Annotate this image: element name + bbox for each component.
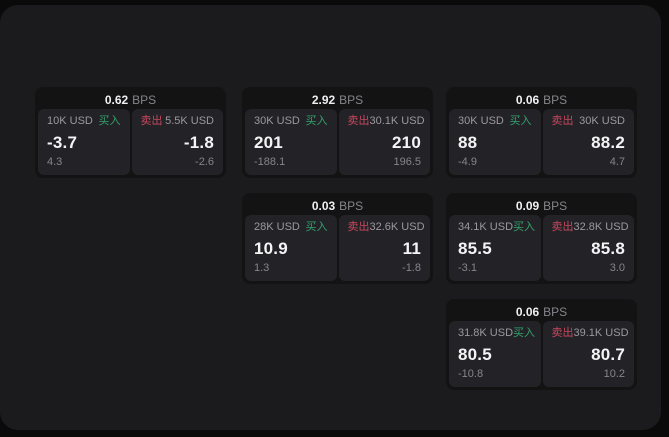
buy-size: 30K USD bbox=[458, 115, 504, 127]
buy-quote-tile[interactable]: 30K USD 买入 201 -188.1 bbox=[245, 109, 337, 175]
sell-price: 88.2 bbox=[591, 132, 625, 152]
buy-side-label: 买入 bbox=[98, 115, 121, 127]
spread-value: 0.06 bbox=[515, 92, 540, 107]
quote-card-6: 0.06 BPS 31.8K USD 买入 80.5 -10.8 卖出 39.1… bbox=[446, 299, 637, 390]
quote-card-2: 2.92 BPS 30K USD 买入 201 -188.1 卖出 30.1K … bbox=[242, 87, 433, 178]
buy-price: -3.7 bbox=[47, 132, 78, 152]
spread-unit-label: BPS bbox=[543, 92, 568, 107]
buy-price: 80.5 bbox=[458, 344, 492, 364]
spread-header: 0.06 BPS bbox=[449, 90, 634, 109]
spread-unit-label: BPS bbox=[339, 198, 364, 213]
spread-header: 0.62 BPS bbox=[38, 90, 223, 109]
sell-quote-tile[interactable]: 卖出 30K USD 88.2 4.7 bbox=[542, 109, 634, 175]
sell-side-label: 卖出 bbox=[140, 115, 163, 127]
buy-size: 28K USD bbox=[254, 221, 300, 233]
sell-side-label: 卖出 bbox=[551, 221, 574, 233]
sell-quote-tile[interactable]: 卖出 30.1K USD 210 196.5 bbox=[338, 109, 430, 175]
sell-side-label: 卖出 bbox=[347, 221, 370, 233]
buy-quote-tile[interactable]: 28K USD 买入 10.9 1.3 bbox=[245, 215, 337, 281]
spread-unit-label: BPS bbox=[543, 304, 568, 319]
buy-delta: -4.9 bbox=[458, 156, 477, 168]
sell-quote-tile[interactable]: 卖出 5.5K USD -1.8 -2.6 bbox=[131, 109, 223, 175]
sell-side-label: 卖出 bbox=[347, 115, 370, 127]
quote-card-4: 0.03 BPS 28K USD 买入 10.9 1.3 卖出 32.6K US… bbox=[242, 193, 433, 284]
buy-price: 201 bbox=[254, 132, 283, 152]
sell-price: -1.8 bbox=[183, 132, 214, 152]
spread-unit-label: BPS bbox=[339, 92, 364, 107]
quote-card-5: 0.09 BPS 34.1K USD 买入 85.5 -3.1 卖出 32.8K… bbox=[446, 193, 637, 284]
buy-delta: -10.8 bbox=[458, 368, 484, 380]
spread-header: 0.03 BPS bbox=[245, 196, 430, 215]
spread-value: 2.92 bbox=[311, 92, 336, 107]
buy-side-label: 买入 bbox=[513, 327, 536, 339]
sell-price: 210 bbox=[392, 132, 421, 152]
sell-price: 11 bbox=[402, 238, 421, 258]
sell-quote-tile[interactable]: 卖出 39.1K USD 80.7 10.2 bbox=[542, 321, 634, 387]
spread-value: 0.03 bbox=[311, 198, 336, 213]
buy-quote-tile[interactable]: 30K USD 买入 88 -4.9 bbox=[449, 109, 541, 175]
sell-size: 39.1K USD bbox=[573, 327, 629, 339]
buy-price: 10.9 bbox=[254, 238, 288, 258]
buy-quote-tile[interactable]: 10K USD 买入 -3.7 4.3 bbox=[38, 109, 130, 175]
spread-header: 0.06 BPS bbox=[449, 302, 634, 321]
buy-delta: 4.3 bbox=[47, 156, 63, 168]
buy-price: 85.5 bbox=[458, 238, 492, 258]
sell-size: 32.8K USD bbox=[573, 221, 629, 233]
sell-delta: 10.2 bbox=[603, 368, 625, 380]
buy-side-label: 买入 bbox=[305, 221, 328, 233]
buy-quote-tile[interactable]: 31.8K USD 买入 80.5 -10.8 bbox=[449, 321, 541, 387]
sell-delta: -1.8 bbox=[402, 262, 421, 274]
sell-quote-tile[interactable]: 卖出 32.6K USD 11 -1.8 bbox=[338, 215, 430, 281]
sell-delta: 3.0 bbox=[609, 262, 625, 274]
sell-size: 32.6K USD bbox=[369, 221, 425, 233]
quote-card-1: 0.62 BPS 10K USD 买入 -3.7 4.3 卖出 5.5K USD bbox=[35, 87, 226, 178]
sell-price: 85.8 bbox=[591, 238, 625, 258]
buy-delta: -188.1 bbox=[254, 156, 286, 168]
spread-unit-label: BPS bbox=[543, 198, 568, 213]
buy-price: 88 bbox=[458, 132, 478, 152]
sell-side-label: 卖出 bbox=[551, 327, 574, 339]
buy-quote-tile[interactable]: 34.1K USD 买入 85.5 -3.1 bbox=[449, 215, 541, 281]
buy-size: 31.8K USD bbox=[458, 327, 514, 339]
spread-unit-label: BPS bbox=[132, 92, 157, 107]
spread-value: 0.62 bbox=[104, 92, 129, 107]
buy-size: 30K USD bbox=[254, 115, 300, 127]
buy-delta: -3.1 bbox=[458, 262, 477, 274]
sell-delta: -2.6 bbox=[195, 156, 214, 168]
sell-delta: 4.7 bbox=[609, 156, 625, 168]
sell-price: 80.7 bbox=[591, 344, 625, 364]
spread-header: 2.92 BPS bbox=[245, 90, 430, 109]
buy-size: 10K USD bbox=[47, 115, 93, 127]
buy-side-label: 买入 bbox=[513, 221, 536, 233]
buy-size: 34.1K USD bbox=[458, 221, 514, 233]
spread-value: 0.09 bbox=[515, 198, 540, 213]
sell-size: 30.1K USD bbox=[369, 115, 425, 127]
quote-card-3: 0.06 BPS 30K USD 买入 88 -4.9 卖出 30K USD bbox=[446, 87, 637, 178]
sell-size: 5.5K USD bbox=[165, 115, 214, 127]
sell-delta: 196.5 bbox=[393, 156, 421, 168]
sell-quote-tile[interactable]: 卖出 32.8K USD 85.8 3.0 bbox=[542, 215, 634, 281]
spread-value: 0.06 bbox=[515, 304, 540, 319]
buy-delta: 1.3 bbox=[254, 262, 270, 274]
quotes-panel: 0.62 BPS 10K USD 买入 -3.7 4.3 卖出 5.5K USD bbox=[0, 5, 661, 430]
sell-size: 30K USD bbox=[579, 115, 625, 127]
sell-side-label: 卖出 bbox=[551, 115, 574, 127]
buy-side-label: 买入 bbox=[305, 115, 328, 127]
spread-header: 0.09 BPS bbox=[449, 196, 634, 215]
buy-side-label: 买入 bbox=[509, 115, 532, 127]
